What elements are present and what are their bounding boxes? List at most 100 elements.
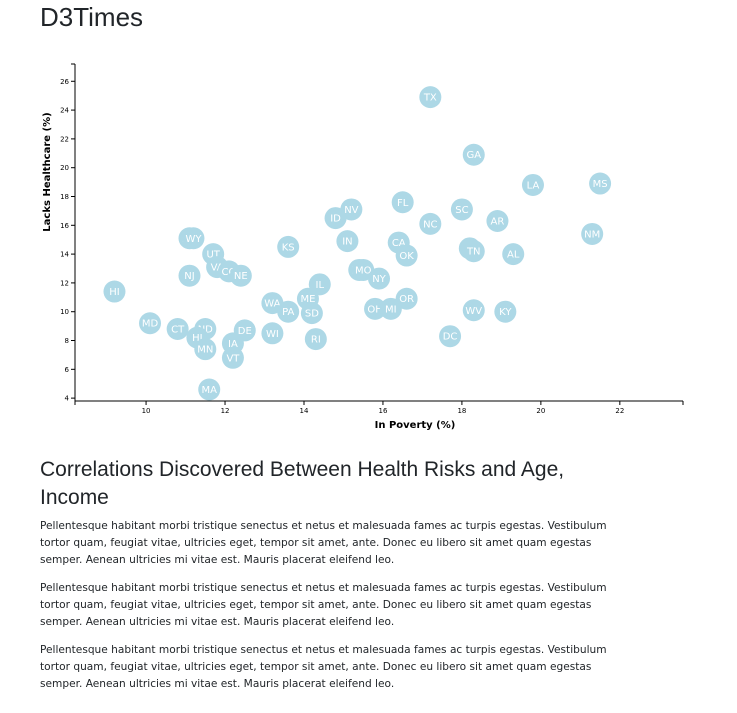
state-abbr-label: OH bbox=[367, 304, 382, 315]
state-abbr-label: CT bbox=[171, 324, 185, 335]
state-abbr-label: CO bbox=[222, 267, 237, 278]
state-abbr-label: DE bbox=[238, 326, 252, 337]
state-marker bbox=[391, 191, 414, 214]
y-tick-label: 20 bbox=[60, 164, 69, 172]
state-point: IN bbox=[336, 230, 359, 253]
x-tick-label: 22 bbox=[615, 407, 624, 415]
state-abbr-label: MI bbox=[385, 304, 397, 315]
state-abbr-label: UT bbox=[206, 250, 220, 261]
state-abbr-label: NC bbox=[423, 219, 437, 230]
state-point: OR bbox=[395, 287, 418, 310]
state-point: MS bbox=[589, 172, 612, 195]
state-marker bbox=[182, 227, 205, 250]
state-marker bbox=[304, 328, 327, 351]
state-abbr-label: MD bbox=[142, 319, 159, 330]
state-marker bbox=[521, 173, 544, 196]
state-point: TX bbox=[419, 86, 442, 109]
state-marker bbox=[364, 297, 387, 320]
state-point: GA bbox=[462, 143, 485, 166]
article-paragraph-2: Pellentesque habitant morbi tristique se… bbox=[40, 582, 607, 628]
state-marker bbox=[324, 207, 347, 230]
state-point: KY bbox=[494, 300, 517, 323]
state-abbr-label: IA bbox=[228, 339, 238, 350]
y-axis-title: Lacks Healthcare (%) bbox=[42, 112, 53, 231]
x-tick-label: 12 bbox=[221, 407, 230, 415]
state-marker bbox=[103, 280, 126, 303]
state-point: SC bbox=[450, 198, 473, 221]
y-tick-label: 22 bbox=[60, 135, 69, 143]
state-marker bbox=[229, 264, 252, 287]
state-abbr-label: HI bbox=[109, 287, 119, 298]
state-point: WV bbox=[462, 299, 485, 322]
state-marker bbox=[178, 264, 201, 287]
state-marker bbox=[166, 317, 189, 340]
scatter-chart: 4 6 8 10 12 14 16 18 20 22 24 26 10 12 14 16 18 20 22 TX G… bbox=[42, 63, 684, 431]
state-abbr-label: IN bbox=[342, 237, 352, 248]
state-marker bbox=[462, 240, 485, 263]
state-marker bbox=[439, 325, 462, 348]
state-point: LA bbox=[521, 173, 544, 196]
state-abbr-label: LA bbox=[527, 180, 540, 191]
y-tick-label: 14 bbox=[60, 251, 69, 259]
state-marker bbox=[450, 198, 473, 221]
state-marker bbox=[419, 212, 442, 235]
state-point: MN bbox=[194, 338, 217, 361]
state-abbr-label: OK bbox=[399, 251, 414, 262]
state-point: NE bbox=[229, 264, 252, 287]
y-tick-label: 8 bbox=[65, 337, 69, 345]
state-abbr-label: HI bbox=[192, 333, 202, 344]
y-tick-label: 24 bbox=[60, 107, 69, 115]
state-point: MI bbox=[379, 297, 402, 320]
state-point: HI bbox=[103, 280, 126, 303]
state-abbr-label: TN bbox=[466, 247, 481, 258]
state-marker bbox=[261, 322, 284, 345]
state-abbr-label: FL bbox=[397, 198, 409, 209]
points-layer: TXGALAMSFLSCNVIDARNCNMAKWYINCAKSAZTNALOK… bbox=[103, 86, 612, 401]
state-point: ID bbox=[324, 207, 347, 230]
state-abbr-label: MO bbox=[355, 265, 372, 276]
state-marker bbox=[419, 86, 442, 109]
x-tick-label: 16 bbox=[378, 407, 387, 415]
y-tick-label: 4 bbox=[65, 395, 70, 403]
state-marker bbox=[502, 243, 525, 266]
state-abbr-label: WA bbox=[264, 299, 280, 310]
article: Correlations Discovered Between Health R… bbox=[40, 456, 630, 704]
state-marker bbox=[336, 230, 359, 253]
x-tick-label: 18 bbox=[457, 407, 466, 415]
state-abbr-label: WI bbox=[266, 329, 279, 340]
state-abbr-label: WV bbox=[465, 306, 482, 317]
state-abbr-label: NE bbox=[234, 271, 248, 282]
state-marker bbox=[589, 172, 612, 195]
y-tick-label: 26 bbox=[60, 78, 69, 86]
state-marker bbox=[494, 300, 517, 323]
state-abbr-label: GA bbox=[466, 150, 481, 161]
state-point: KS bbox=[277, 235, 300, 258]
state-abbr-label: NM bbox=[584, 229, 600, 240]
state-abbr-label: PA bbox=[282, 307, 294, 318]
state-point: NJ bbox=[178, 264, 201, 287]
state-marker bbox=[300, 302, 323, 325]
state-point: MD bbox=[139, 312, 162, 335]
state-abbr-label: AR bbox=[491, 216, 505, 227]
article-paragraph-1: Pellentesque habitant morbi tristique se… bbox=[40, 520, 607, 566]
state-abbr-label: DC bbox=[443, 332, 458, 343]
state-point: MA bbox=[198, 378, 221, 401]
y-tick-label: 12 bbox=[60, 279, 69, 287]
state-abbr-label: VT bbox=[226, 353, 240, 364]
y-tick-label: 6 bbox=[65, 366, 70, 374]
state-marker bbox=[395, 287, 418, 310]
state-point: NM bbox=[581, 222, 604, 245]
x-axis-title: In Poverty (%) bbox=[375, 420, 456, 431]
state-marker bbox=[221, 346, 244, 369]
state-marker bbox=[277, 235, 300, 258]
y-tick-label: 10 bbox=[60, 308, 69, 316]
state-point: NY bbox=[368, 267, 390, 290]
state-abbr-label: ID bbox=[330, 214, 341, 225]
y-axis: 4 6 8 10 12 14 16 18 20 22 24 26 bbox=[60, 63, 76, 403]
state-abbr-label: SD bbox=[305, 309, 319, 320]
state-point: DC bbox=[439, 325, 462, 348]
state-marker bbox=[581, 222, 604, 245]
x-tick-label: 20 bbox=[536, 407, 545, 415]
y-tick-label: 18 bbox=[60, 193, 69, 201]
state-point: FL bbox=[391, 191, 414, 214]
